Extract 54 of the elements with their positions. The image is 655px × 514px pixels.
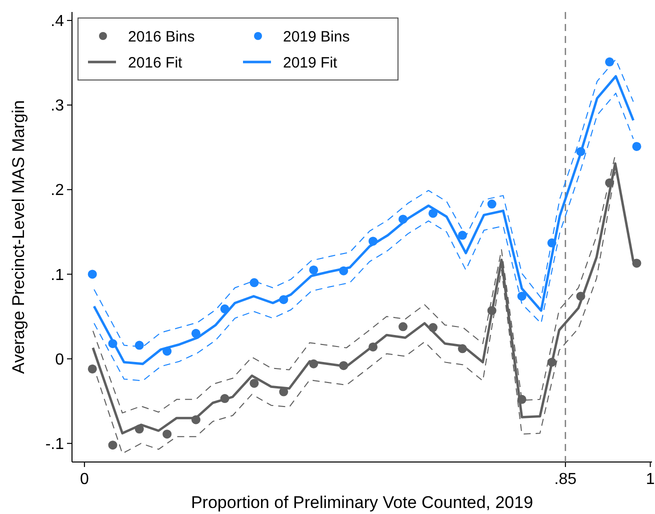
point <box>220 394 230 404</box>
point <box>458 230 467 240</box>
point <box>368 342 378 352</box>
y-tick-label: 0 <box>55 351 64 368</box>
y-tick-label: .1 <box>50 266 64 284</box>
point <box>547 238 556 248</box>
y-tick-label: .4 <box>50 13 64 30</box>
point <box>250 278 259 288</box>
point <box>398 214 408 224</box>
x-tick-label: .85 <box>554 471 577 488</box>
y-tick-label: .3 <box>50 98 64 115</box>
point <box>279 295 288 304</box>
point <box>339 266 348 276</box>
point <box>632 258 642 268</box>
point <box>517 394 526 404</box>
legend-label: 2019 Fit <box>283 54 338 72</box>
point <box>162 430 172 439</box>
point <box>309 359 318 368</box>
point <box>220 304 230 314</box>
point <box>191 328 200 338</box>
point <box>487 306 496 316</box>
point <box>458 344 467 354</box>
point <box>547 358 556 367</box>
point <box>191 415 200 424</box>
x-tick-label: 1 <box>646 471 655 488</box>
point <box>108 440 118 450</box>
point <box>428 208 438 218</box>
y-axis-title: Average Precinct-Level MAS Margin <box>9 100 28 374</box>
x-axis-title: Proportion of Preliminary Vote Counted, 2019 <box>190 493 534 512</box>
legend-label: 2019 Bins <box>283 28 350 46</box>
x-tick-label: 0 <box>80 471 89 488</box>
point <box>368 236 378 246</box>
y-tick-label: .2 <box>50 182 64 200</box>
point <box>162 346 172 356</box>
point <box>250 378 259 388</box>
point <box>605 178 614 188</box>
point <box>576 147 586 156</box>
point <box>632 142 642 151</box>
point <box>605 57 614 66</box>
point <box>88 364 97 374</box>
point <box>134 340 144 350</box>
point <box>487 200 496 209</box>
point <box>339 361 348 370</box>
legend-label: 2016 Fit <box>128 54 184 72</box>
legend-label: 2016 Bins <box>128 28 195 46</box>
point <box>576 292 586 301</box>
y-tick-label: -.1 <box>45 436 64 453</box>
point <box>134 424 144 434</box>
point <box>428 323 438 332</box>
point <box>309 265 318 274</box>
point <box>108 339 118 348</box>
point <box>88 270 97 279</box>
point <box>517 292 526 301</box>
point <box>398 322 408 332</box>
